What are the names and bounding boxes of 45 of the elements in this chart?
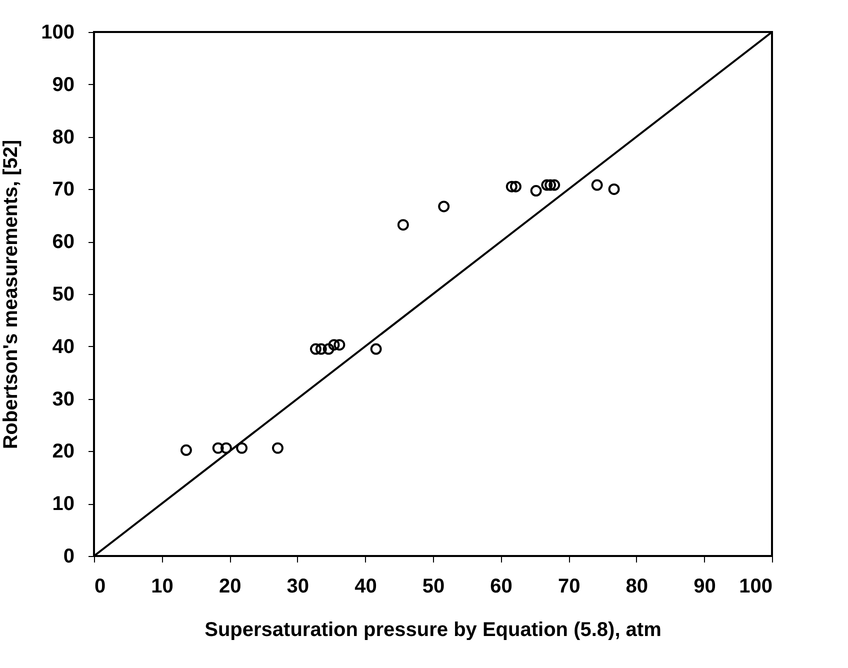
point xyxy=(334,339,346,351)
point xyxy=(370,343,382,355)
point xyxy=(310,343,322,355)
point xyxy=(438,200,450,212)
point xyxy=(236,442,248,454)
point xyxy=(328,339,340,351)
point xyxy=(180,444,192,456)
y-tick-label: 10 xyxy=(52,493,74,516)
x-axis-title: Supersaturation pressure by Equation (5.8), atm xyxy=(204,619,662,641)
y-tick-label: 100 xyxy=(41,22,74,44)
x-tick-label: 60 xyxy=(490,576,512,598)
y-tick-label: 90 xyxy=(52,74,74,96)
point xyxy=(272,442,284,454)
point xyxy=(397,219,409,231)
y-tick-label: 50 xyxy=(52,284,74,306)
point xyxy=(591,179,603,191)
y-axis-title: Robertson's measurements, [52] xyxy=(0,140,22,450)
y-tick-label: 0 xyxy=(63,546,74,568)
x-tick-label: 50 xyxy=(422,576,445,598)
point xyxy=(530,185,542,197)
x-tick-label: 40 xyxy=(354,576,377,598)
point xyxy=(544,179,556,191)
x-tick-label: 80 xyxy=(626,576,648,598)
y-tick-label: 40 xyxy=(52,336,74,358)
point xyxy=(548,179,560,191)
point xyxy=(608,183,620,195)
point xyxy=(220,442,232,454)
point xyxy=(315,343,327,355)
point xyxy=(212,442,224,454)
y-tick-label: 20 xyxy=(52,440,74,463)
x-tick-label: 20 xyxy=(218,576,242,598)
point xyxy=(506,180,518,192)
x-tick-label: 10 xyxy=(151,576,174,598)
x-tick-label: 100 xyxy=(739,576,772,598)
point xyxy=(510,180,522,192)
y-tick-label: 80 xyxy=(52,126,74,148)
x-tick-label: 90 xyxy=(694,576,716,598)
y-tick-label: 30 xyxy=(52,388,74,410)
y-tick-label: 60 xyxy=(52,231,74,254)
x-tick-label: 70 xyxy=(558,576,580,598)
x-tick-label: 30 xyxy=(286,576,310,598)
point xyxy=(322,343,334,355)
point xyxy=(541,179,553,191)
x-tick-label: 0 xyxy=(94,576,106,598)
y-tick-label: 70 xyxy=(52,178,74,201)
